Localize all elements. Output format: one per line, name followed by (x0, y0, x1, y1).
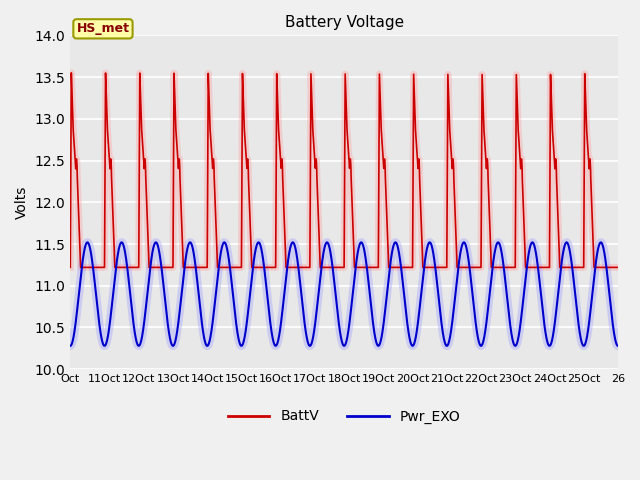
Text: HS_met: HS_met (76, 23, 129, 36)
Title: Battery Voltage: Battery Voltage (285, 15, 404, 30)
Legend: BattV, Pwr_EXO: BattV, Pwr_EXO (222, 404, 466, 429)
Y-axis label: Volts: Volts (15, 186, 29, 219)
